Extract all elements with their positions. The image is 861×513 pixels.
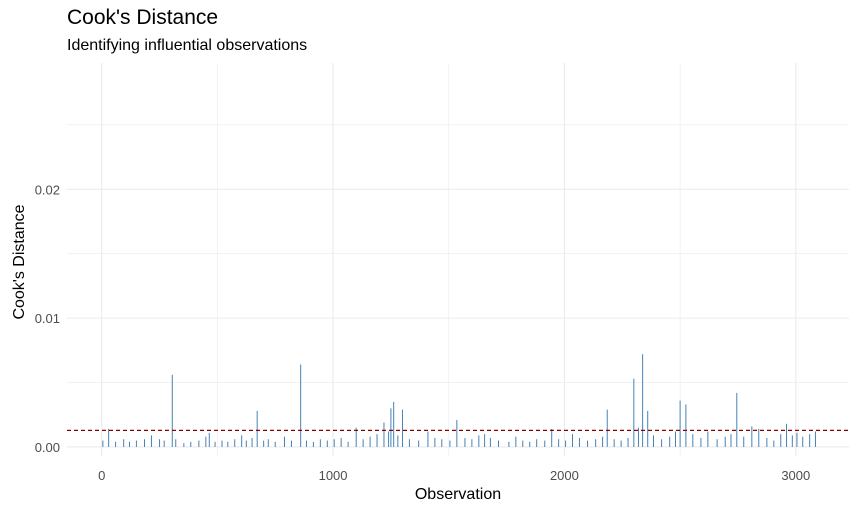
chart-title: Cook's Distance <box>67 6 219 29</box>
x-tick-label: 1000 <box>319 468 348 483</box>
chart-subtitle: Identifying influential observations <box>67 37 308 54</box>
y-tick-label: 0.00 <box>35 440 60 455</box>
tick-labels: 0 1000 2000 3000 0.00 0.01 0.02 <box>35 182 811 483</box>
grid-lines <box>67 63 849 456</box>
x-tick-label: 2000 <box>550 468 579 483</box>
x-tick-label: 0 <box>98 468 105 483</box>
y-tick-label: 0.02 <box>35 182 60 197</box>
x-tick-label: 3000 <box>781 468 810 483</box>
y-axis-title: Cook's Distance <box>11 204 28 319</box>
bars-group <box>102 354 816 447</box>
y-tick-label: 0.01 <box>35 311 60 326</box>
x-axis-title: Observation <box>415 486 501 503</box>
